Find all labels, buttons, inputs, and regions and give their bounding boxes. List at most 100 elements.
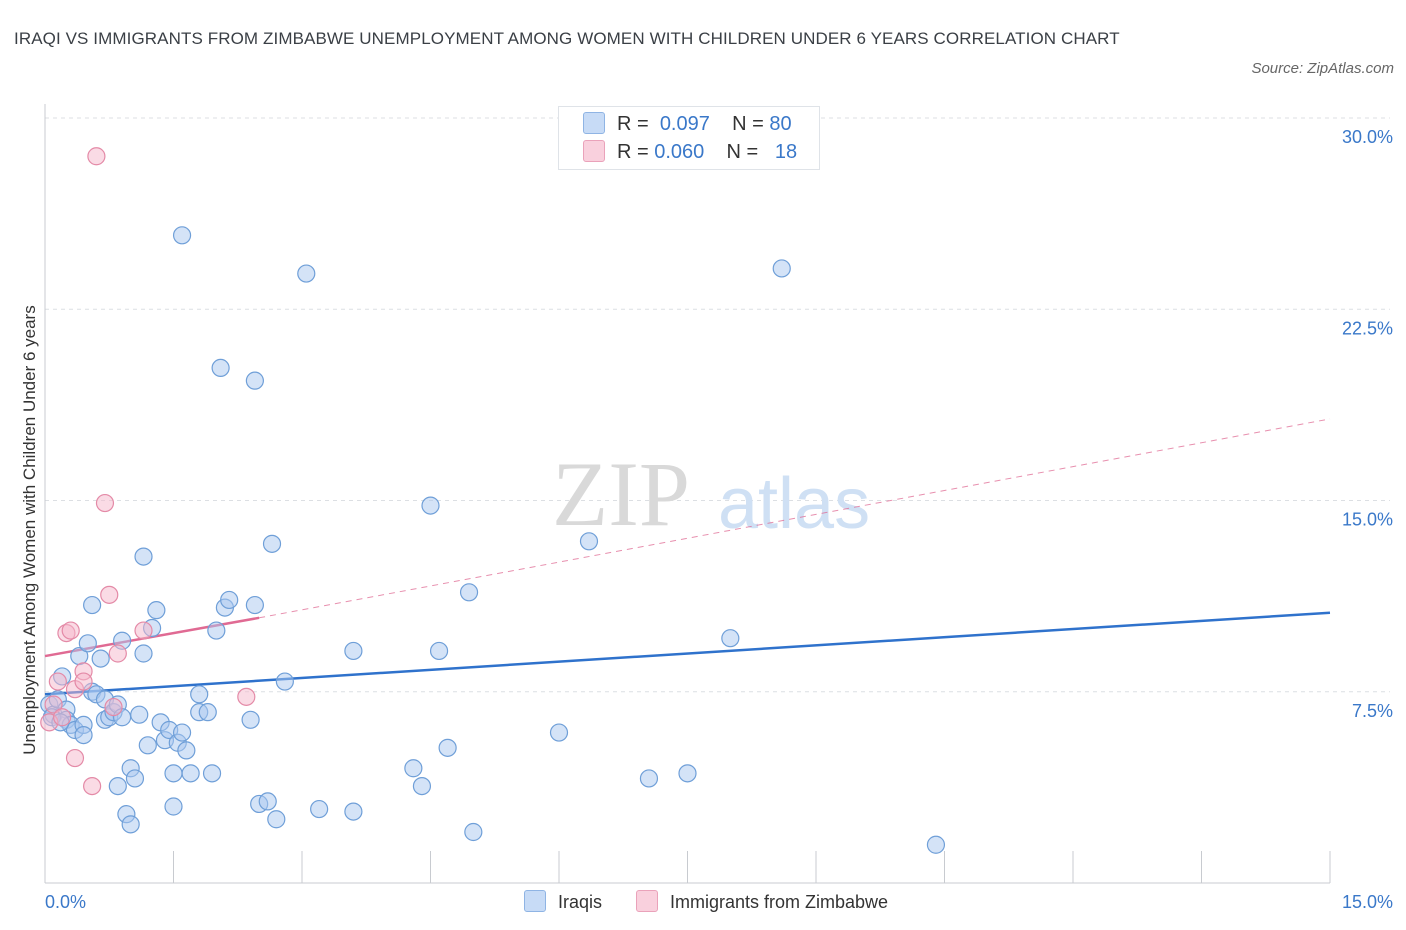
y-tick-label-1: 15.0%: [1342, 510, 1393, 530]
point-iraqis-60: [297, 264, 316, 283]
point-iraqis-67: [429, 641, 449, 661]
legend-row-iraqis: R = 0.097 N = 80: [583, 111, 792, 137]
point-iraqis-52: [245, 371, 264, 390]
point-iraqis-38: [164, 797, 183, 816]
point-iraqis-30: [134, 547, 153, 566]
point-iraqis-28: [130, 705, 149, 724]
legend-n-value: 80: [769, 113, 792, 135]
legend-r-value: 0.097: [659, 113, 710, 135]
legend-r-label: R =: [617, 141, 649, 163]
point-iraqis-12: [83, 595, 102, 615]
point-iraqis-40: [172, 723, 192, 742]
point-zimbabwe-3: [53, 708, 72, 727]
point-iraqis-72: [579, 532, 599, 551]
point-iraqis-66: [421, 496, 440, 515]
point-iraqis-11: [78, 634, 97, 653]
point-iraqis-48: [207, 621, 226, 640]
point-iraqis-58: [267, 810, 286, 829]
point-iraqis-56: [258, 792, 277, 811]
point-iraqis-46: [198, 703, 217, 722]
point-iraqis-73: [639, 769, 659, 788]
y-tick-label-2: 22.5%: [1342, 318, 1393, 338]
legend-r-label: R =: [617, 113, 649, 135]
watermark: ZIP atlas: [552, 443, 870, 545]
legend-swatch-iraqis: [583, 112, 605, 134]
bottom-legend-swatch-iraqis: [524, 890, 546, 912]
bottom-legend-zimbabwe: Immigrants from Zimbabwe: [636, 888, 888, 916]
point-iraqis-74: [678, 764, 697, 783]
point-zimbabwe-5: [61, 621, 80, 640]
point-iraqis-49: [211, 358, 230, 377]
point-iraqis-31: [138, 736, 157, 755]
point-zimbabwe-11: [87, 147, 106, 166]
trend-line-0: [44, 611, 1331, 696]
point-iraqis-71: [549, 723, 569, 742]
point-iraqis-65: [412, 776, 432, 796]
point-iraqis-44: [190, 685, 209, 704]
y-tick-label-0: 7.5%: [1352, 701, 1393, 721]
legend-n-label: N =: [732, 113, 764, 135]
bottom-legend-label: Immigrants from Zimbabwe: [670, 892, 889, 912]
y-tick-label-3: 30.0%: [1342, 127, 1393, 147]
y-axis-label-wrap: Unemployment Among Women with Children U…: [10, 180, 50, 880]
point-zimbabwe-9: [74, 672, 93, 691]
point-iraqis-77: [926, 835, 946, 854]
bottom-legend-swatch-zimbabwe: [636, 890, 658, 912]
x-tick-label-0: 0.0%: [45, 892, 86, 912]
point-iraqis-75: [721, 629, 740, 648]
gridlines: [45, 117, 1390, 693]
bottom-legend-label: Iraqis: [558, 892, 603, 912]
watermark-zip: ZIP: [552, 443, 690, 545]
source-credit: Source: ZipAtlas.com: [1251, 60, 1394, 77]
y-axis-label: Unemployment Among Women with Children U…: [20, 305, 39, 755]
point-iraqis-43: [181, 764, 200, 783]
point-iraqis-53: [241, 710, 260, 729]
point-iraqis-42: [177, 741, 196, 760]
point-iraqis-47: [202, 764, 222, 783]
point-iraqis-64: [404, 759, 423, 778]
point-iraqis-61: [310, 799, 329, 819]
legend-swatch-zimbabwe: [583, 140, 605, 162]
point-zimbabwe-14: [104, 697, 123, 717]
trend-line-extension-1: [259, 418, 1331, 619]
correlation-legend: R = 0.097 N = 80 R = 0.060 N = 18: [558, 106, 820, 170]
tick-labels: 7.5% 15.0% 22.5% 30.0% 0.0% 15.0%: [45, 127, 1393, 912]
data-points: [40, 147, 946, 854]
point-iraqis-15: [91, 649, 110, 668]
point-zimbabwe-16: [134, 621, 153, 640]
point-iraqis-27: [125, 769, 145, 788]
bottom-legend-iraqis: Iraqis: [524, 888, 602, 916]
point-iraqis-10: [74, 725, 93, 745]
point-zimbabwe-10: [83, 776, 102, 796]
point-zimbabwe-13: [100, 585, 119, 604]
watermark-atlas: atlas: [718, 464, 870, 544]
point-zimbabwe-1: [44, 695, 63, 714]
point-iraqis-76: [772, 259, 791, 278]
legend-r-value: 0.060: [654, 141, 705, 163]
axes: [44, 104, 1331, 884]
point-iraqis-25: [121, 815, 140, 834]
point-iraqis-68: [438, 738, 457, 757]
point-iraqis-62: [344, 802, 363, 821]
legend-n-value: 18: [774, 141, 798, 163]
point-iraqis-29: [134, 644, 153, 663]
legend-n-label: N =: [726, 141, 759, 163]
point-zimbabwe-7: [65, 748, 85, 768]
x-tick-label-1: 15.0%: [1342, 892, 1393, 912]
point-iraqis-37: [164, 764, 183, 783]
point-iraqis-70: [464, 822, 483, 842]
point-iraqis-20: [108, 776, 127, 796]
point-iraqis-57: [262, 534, 282, 553]
point-iraqis-41: [172, 226, 192, 245]
point-iraqis-63: [344, 641, 363, 661]
point-iraqis-69: [459, 583, 479, 602]
point-zimbabwe-17: [237, 687, 256, 706]
point-iraqis-33: [147, 601, 166, 620]
point-iraqis-51: [220, 590, 239, 610]
point-iraqis-59: [275, 672, 294, 691]
point-iraqis-54: [245, 595, 264, 615]
chart-title: IRAQI VS IMMIGRANTS FROM ZIMBABWE UNEMPL…: [14, 29, 1120, 48]
point-zimbabwe-15: [108, 644, 127, 663]
point-zimbabwe-12: [95, 493, 115, 513]
